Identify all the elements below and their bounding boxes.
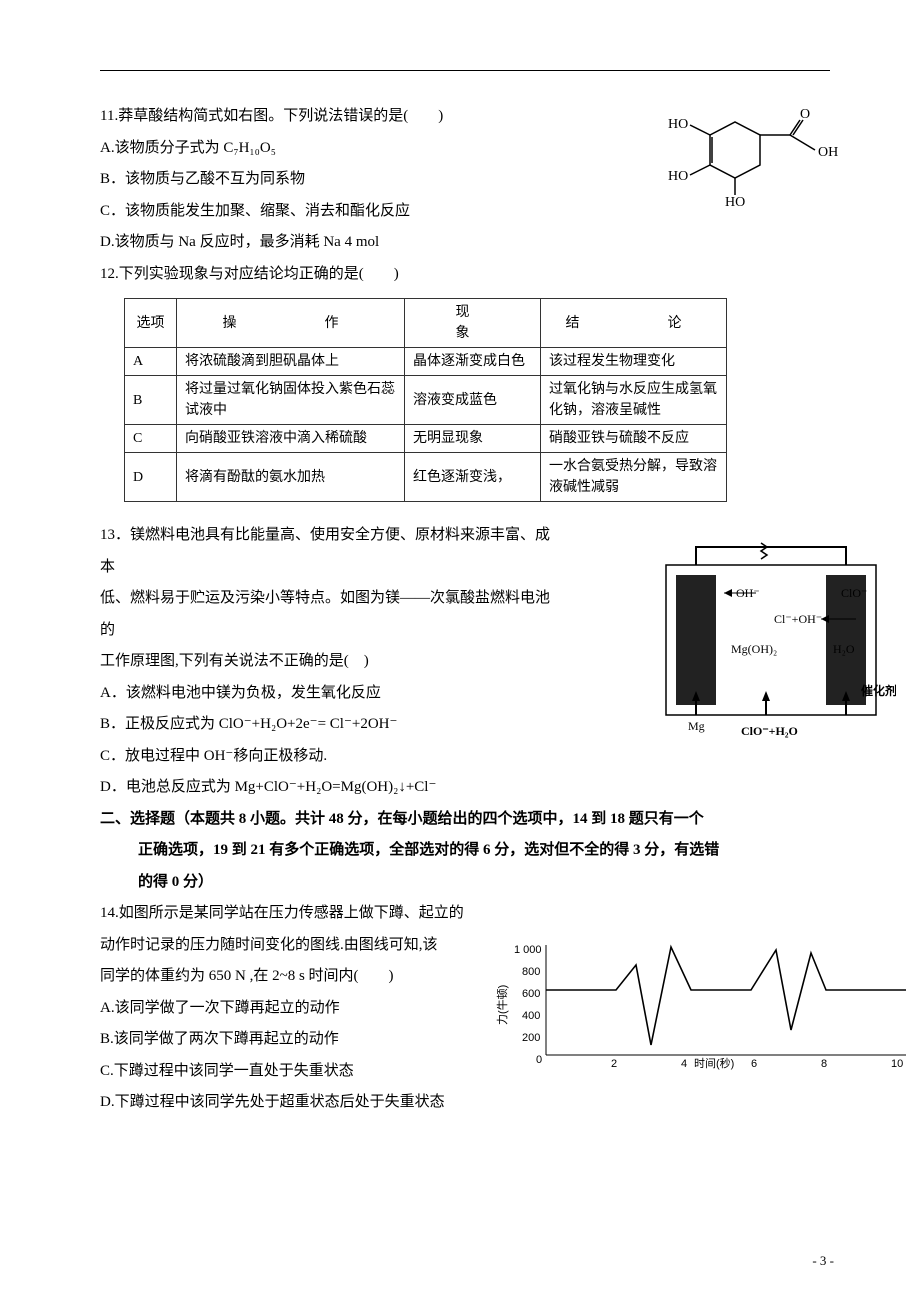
svg-text:8: 8: [821, 1058, 827, 1070]
svg-text:10: 10: [891, 1058, 903, 1070]
q14-line2: 动作时记录的压力随时间变化的图线.由图线可知,该: [100, 930, 830, 962]
svg-text:2: 2: [611, 1058, 617, 1070]
svg-text:Mg(OH)₂: Mg(OH)₂: [731, 642, 777, 656]
q12-stem: 12.下列实验现象与对应结论均正确的是( ): [100, 259, 830, 291]
svg-text:HO: HO: [725, 195, 745, 210]
cell: D: [125, 453, 177, 502]
cell: 向硝酸亚铁溶液中滴入稀硫酸: [177, 425, 405, 453]
th-option: 选项: [125, 299, 177, 348]
table-row: C 向硝酸亚铁溶液中滴入稀硫酸 无明显现象 硝酸亚铁与硫酸不反应: [125, 425, 727, 453]
cell: A: [125, 348, 177, 376]
cell: 一水合氨受热分解，导致溶液碱性减弱: [541, 453, 727, 502]
q13-line3: 工作原理图,下列有关说法不正确的是( ): [100, 646, 550, 678]
th-conclusion: 结 论: [541, 299, 727, 348]
top-rule: [100, 70, 830, 71]
q13-opt-c: C．放电过程中 OH⁻移向正极移动.: [100, 741, 830, 773]
cell: 将过量过氧化钠固体投入紫色石蕊试液中: [177, 376, 405, 425]
svg-text:Mg: Mg: [688, 719, 705, 733]
section2-line1: 二、选择题（本题共 8 小题。共计 48 分，在每小题给出的四个选项中，14 到…: [100, 804, 830, 836]
cell: 硝酸亚铁与硫酸不反应: [541, 425, 727, 453]
th-phenomenon: 现 象: [405, 299, 541, 348]
svg-text:400: 400: [522, 1010, 540, 1022]
cell: 溶液变成蓝色: [405, 376, 541, 425]
cell: 红色逐渐变浅，: [405, 453, 541, 502]
cell: 将浓硫酸滴到胆矾晶体上: [177, 348, 405, 376]
q12-table: 选项 操 作 现 象 结 论 A 将浓硫酸滴到胆矾晶体上 晶体逐渐变成白色 该过…: [124, 298, 727, 502]
svg-text:ClO⁻+H₂O: ClO⁻+H₂O: [741, 724, 798, 738]
cell: 过氧化钠与水反应生成氢氧化钠，溶液呈碱性: [541, 376, 727, 425]
q13-opt-d: D．电池总反应式为 Mg+ClO⁻+H₂O=Mg(OH)₂↓+Cl⁻: [100, 772, 830, 804]
svg-text:6: 6: [751, 1058, 757, 1070]
svg-text:时间(秒): 时间(秒): [694, 1056, 734, 1070]
table-row: A 将浓硫酸滴到胆矾晶体上 晶体逐渐变成白色 该过程发生物理变化: [125, 348, 727, 376]
svg-text:200: 200: [522, 1032, 540, 1044]
q13-line2: 低、燃料易于贮运及污染小等特点。如图为镁——次氯酸盐燃料电池的: [100, 583, 550, 646]
svg-text:ClO⁻: ClO⁻: [841, 586, 867, 600]
th-operation: 操 作: [177, 299, 405, 348]
q11-opt-d: D.该物质与 Na 反应时，最多消耗 Na 4 mol: [100, 227, 830, 259]
svg-text:催化剂: 催化剂: [861, 683, 896, 698]
table-row: D 将滴有酚酞的氨水加热 红色逐渐变浅， 一水合氨受热分解，导致溶液碱性减弱: [125, 453, 727, 502]
q11-stem: 11.莽草酸结构简式如右图。下列说法错误的是( ): [100, 101, 830, 133]
q14-opt-d: D.下蹲过程中该同学先处于超重状态后处于失重状态: [100, 1087, 830, 1119]
q14-line1: 14.如图所示是某同学站在压力传感器上做下蹲、起立的: [100, 898, 830, 930]
svg-text:HO: HO: [668, 169, 688, 184]
q13-line1: 13．镁燃料电池具有比能量高、使用安全方便、原材料来源丰富、成本: [100, 520, 550, 583]
table-row: 选项 操 作 现 象 结 论: [125, 299, 727, 348]
svg-text:0: 0: [536, 1054, 542, 1066]
cell: 将滴有酚酞的氨水加热: [177, 453, 405, 502]
section2-line2: 正确选项，19 到 21 有多个正确选项，全部选对的得 6 分，选对但不全的得 …: [138, 835, 830, 867]
svg-text:Cl⁻+OH⁻: Cl⁻+OH⁻: [774, 612, 822, 626]
page-number: - 3 -: [812, 1247, 834, 1274]
cell: C: [125, 425, 177, 453]
cell: 无明显现象: [405, 425, 541, 453]
svg-text:4: 4: [681, 1058, 687, 1070]
q13-fuel-cell-figure: OH⁻ ClO⁻ Cl⁻+OH⁻ Mg(OH)₂ H₂O Mg 催化剂 ClO⁻…: [646, 535, 896, 745]
table-row: B 将过量过氧化钠固体投入紫色石蕊试液中 溶液变成蓝色 过氧化钠与水反应生成氢氧…: [125, 376, 727, 425]
cell: 该过程发生物理变化: [541, 348, 727, 376]
section2-line3: 的得 0 分）: [138, 867, 830, 899]
q14-line3: 同学的体重约为 650 N ,在 2~8 s 时间内( ): [100, 961, 830, 993]
cell: 晶体逐渐变成白色: [405, 348, 541, 376]
svg-text:OH: OH: [818, 145, 838, 160]
cell: B: [125, 376, 177, 425]
svg-text:H₂O: H₂O: [833, 642, 855, 656]
